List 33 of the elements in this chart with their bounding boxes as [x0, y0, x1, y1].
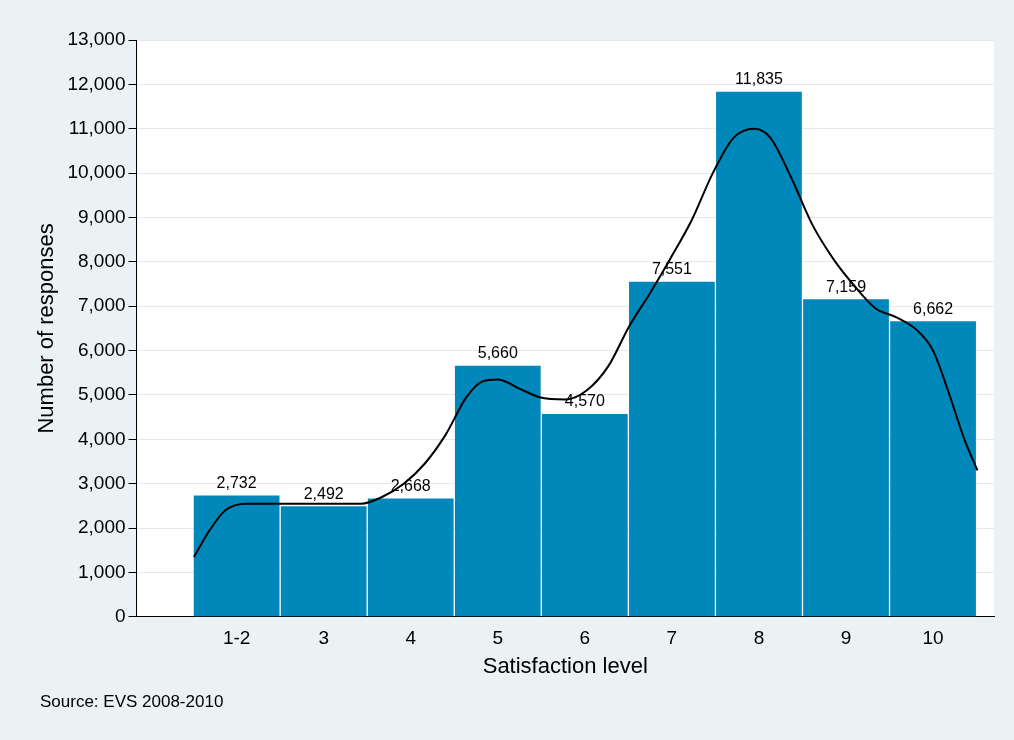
data-label: 2,732 — [216, 473, 257, 491]
x-tick-label: 10 — [922, 627, 944, 649]
data-label: 6,662 — [913, 299, 954, 317]
y-tick-label: 11,000 — [68, 116, 126, 138]
x-tick-label: 1-2 — [222, 627, 251, 649]
data-label: 4,570 — [564, 392, 605, 410]
x-tick-label: 3 — [318, 627, 329, 649]
y-tick-label: 1,000 — [77, 560, 126, 582]
y-tick-label: 13,000 — [67, 28, 126, 50]
data-label: 5,660 — [477, 344, 518, 362]
y-tick-label: 4,000 — [77, 427, 126, 449]
y-tick-label: 8,000 — [77, 250, 126, 272]
x-tick-label: 4 — [405, 627, 417, 649]
source-note: Source: EVS 2008-2010 — [40, 692, 224, 712]
x-tick-label: 9 — [840, 627, 852, 649]
y-tick-label: 5,000 — [77, 383, 126, 405]
data-label: 11,835 — [735, 70, 783, 88]
y-tick-label: 2,000 — [77, 516, 126, 538]
x-tick-label: 8 — [753, 627, 765, 649]
y-axis-title: Number of responses — [33, 223, 59, 434]
y-tick-label: 6,000 — [77, 338, 126, 360]
x-axis-title: Satisfaction level — [482, 652, 648, 678]
y-tick-label: 9,000 — [77, 205, 126, 227]
y-tick-label: 7,000 — [77, 294, 126, 316]
y-tick-label: 12,000 — [67, 72, 126, 94]
y-tick-label: 3,000 — [77, 471, 126, 493]
x-tick-label: 7 — [666, 627, 678, 649]
line-series — [192, 127, 979, 558]
x-tick-label: 5 — [492, 627, 504, 649]
y-tick-label: 0 — [114, 605, 126, 627]
y-tick-label: 10,000 — [67, 161, 126, 183]
x-tick-label: 6 — [579, 627, 591, 649]
data-label: 2,492 — [303, 484, 344, 502]
